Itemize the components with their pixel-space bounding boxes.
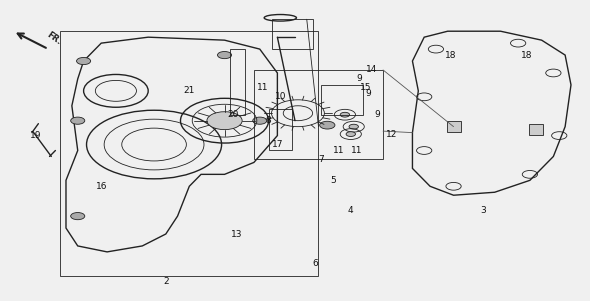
- Text: 14: 14: [366, 66, 377, 74]
- Bar: [231, 49, 245, 115]
- Circle shape: [346, 132, 356, 136]
- Bar: [322, 85, 362, 115]
- Circle shape: [71, 213, 85, 220]
- Bar: [60, 31, 319, 276]
- Text: 9: 9: [374, 110, 380, 119]
- Text: 13: 13: [231, 229, 242, 238]
- Circle shape: [77, 57, 91, 65]
- Text: 18: 18: [445, 51, 456, 60]
- Text: FR.: FR.: [45, 30, 63, 47]
- Text: 12: 12: [386, 130, 398, 138]
- Text: 19: 19: [30, 131, 41, 140]
- Text: 17: 17: [271, 140, 283, 149]
- Circle shape: [340, 112, 350, 117]
- Text: 9: 9: [357, 74, 362, 83]
- Text: 20: 20: [228, 110, 239, 119]
- Text: 16: 16: [96, 182, 107, 191]
- Text: 3: 3: [480, 206, 486, 215]
- Bar: [447, 121, 461, 132]
- Text: 10: 10: [274, 92, 286, 101]
- Bar: [271, 19, 313, 49]
- Circle shape: [218, 51, 232, 59]
- Text: 6: 6: [313, 259, 319, 268]
- Circle shape: [207, 112, 242, 130]
- Text: 11: 11: [351, 146, 362, 155]
- Text: 15: 15: [360, 83, 371, 92]
- Circle shape: [349, 124, 358, 129]
- Text: 11: 11: [333, 146, 345, 155]
- Text: 21: 21: [183, 86, 195, 95]
- Text: 4: 4: [348, 206, 353, 215]
- Bar: [268, 109, 292, 150]
- Text: 2: 2: [163, 277, 169, 286]
- Text: 7: 7: [319, 155, 324, 164]
- Bar: [254, 70, 383, 160]
- Circle shape: [71, 117, 85, 124]
- Bar: [529, 124, 543, 135]
- Text: 11: 11: [257, 83, 268, 92]
- Text: 9: 9: [366, 89, 371, 98]
- Text: 8: 8: [266, 116, 271, 125]
- Circle shape: [253, 117, 267, 124]
- Circle shape: [320, 121, 335, 129]
- Text: 18: 18: [521, 51, 533, 60]
- Text: 5: 5: [330, 176, 336, 185]
